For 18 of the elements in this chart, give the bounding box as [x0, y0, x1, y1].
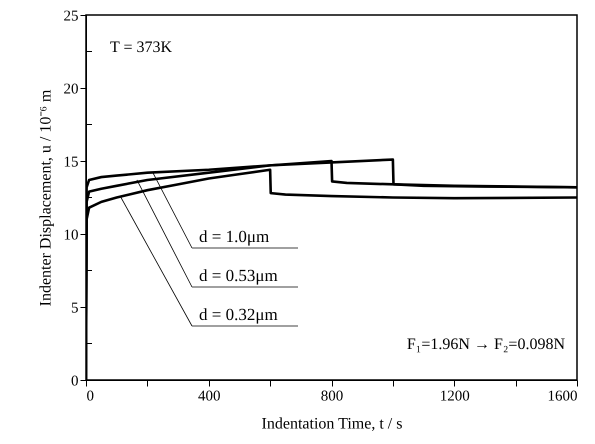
y-tick-label: 20 — [64, 82, 78, 98]
y-tick-label: 5 — [71, 300, 78, 316]
annotation: d = 0.53μm — [199, 266, 278, 285]
x-axis-title: Indentation Time, t / s — [262, 416, 402, 432]
y-axis-title: Indenter Displacement, u / 10⁻⁶ m — [38, 89, 54, 306]
annotation: F₁=1.96N → F₂=0.098N — [406, 336, 566, 353]
x-tick-label: 1200 — [440, 388, 470, 404]
y-tick-label: 15 — [64, 154, 78, 170]
x-tick-label: 400 — [198, 388, 220, 404]
x-tick-label: 1600 — [548, 388, 578, 404]
x-tick-label: 0 — [86, 388, 94, 404]
x-tick-label: 800 — [320, 388, 344, 404]
y-tick-label: 25 — [64, 8, 78, 24]
annotation: d = 1.0μm — [199, 227, 270, 246]
annotation: d = 0.32μm — [199, 305, 278, 324]
y-tick-label: 10 — [64, 228, 78, 244]
y-tick-label: 0 — [71, 374, 78, 390]
annotation: T = 373K — [110, 39, 173, 56]
